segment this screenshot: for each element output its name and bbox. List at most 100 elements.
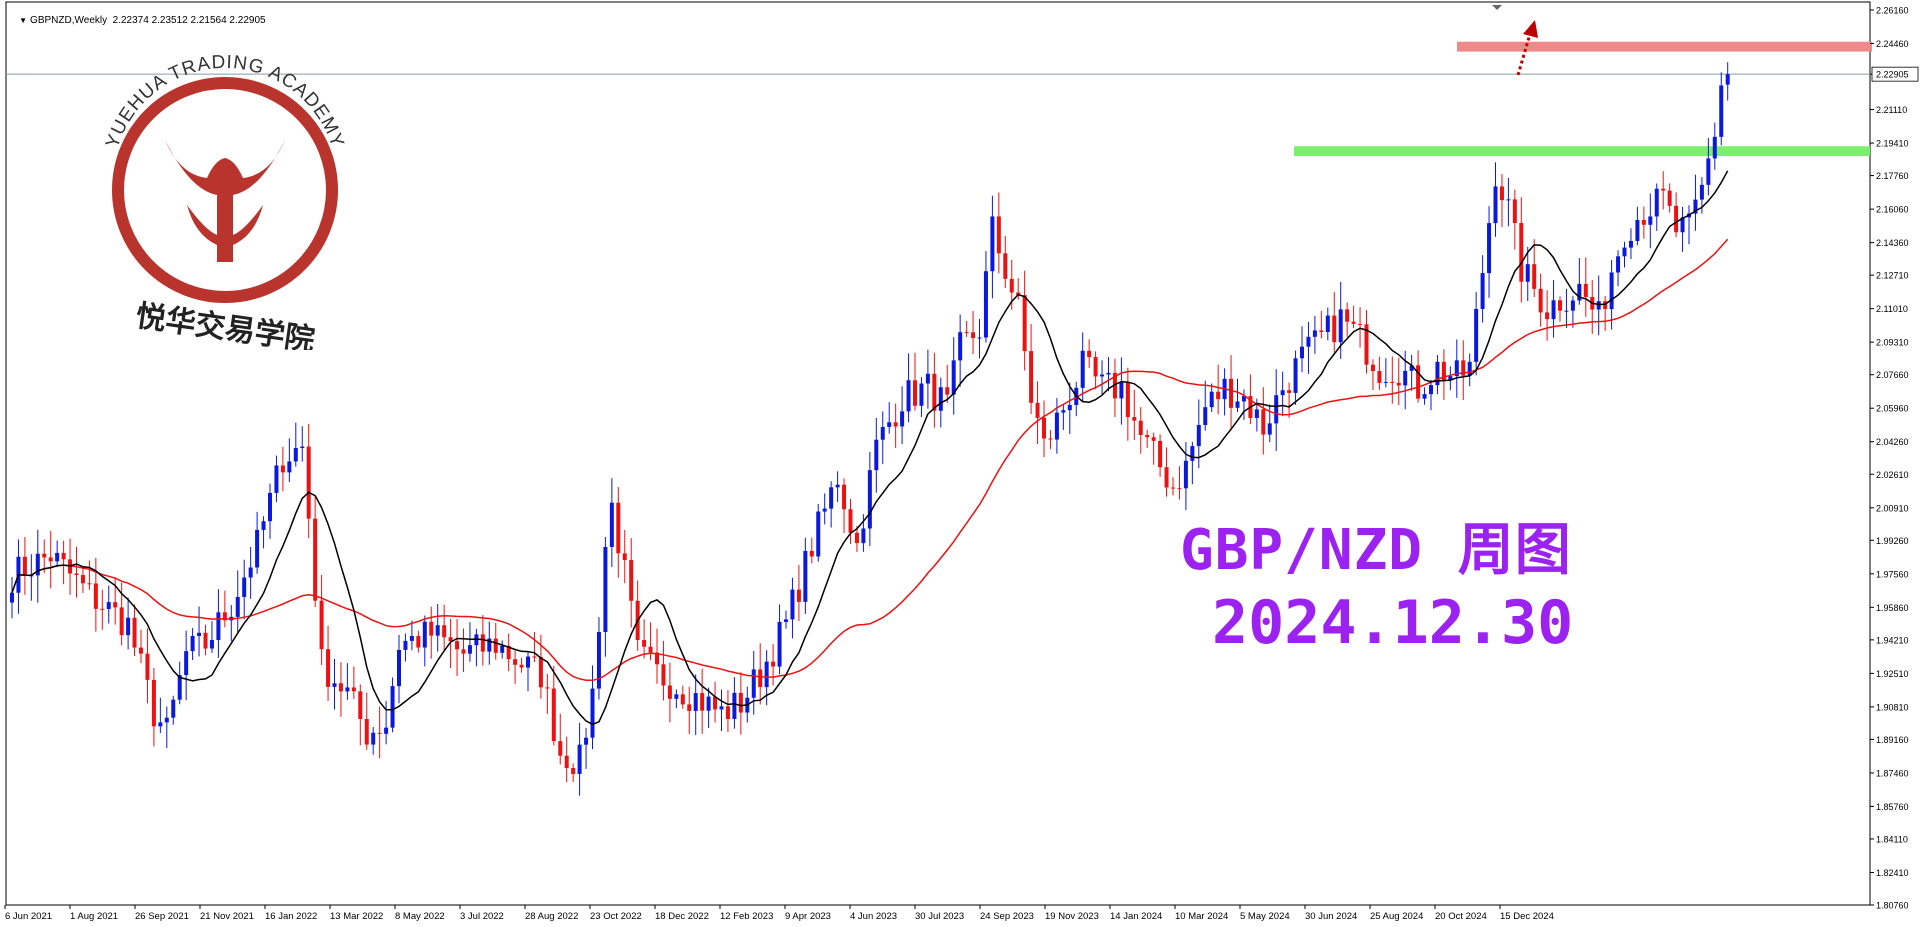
bear-candle: [1364, 324, 1369, 365]
bear-candle: [1087, 350, 1092, 358]
price-axis-label: 2.05960: [1876, 404, 1909, 414]
bear-candle: [796, 589, 801, 602]
bull-candle: [1274, 395, 1279, 424]
price-axis-label: 1.99260: [1876, 536, 1909, 546]
time-axis-label: 16 Jan 2022: [265, 911, 317, 922]
bear-candle: [113, 602, 118, 608]
bear-candle: [429, 621, 434, 636]
overlay-title: GBP/NZD 周图: [1180, 518, 1572, 583]
academy-logo: YUEHUA TRADING ACADEMY 悦华交易学院: [102, 52, 347, 350]
price-axis-label: 2.17760: [1876, 171, 1909, 181]
bull-candle: [861, 528, 866, 544]
bear-candle: [1171, 487, 1175, 489]
bull-candle: [1654, 188, 1659, 217]
bull-candle: [1267, 423, 1272, 435]
time-axis-label: 14 Jan 2024: [1110, 911, 1162, 922]
arrow-head-icon: [1523, 20, 1538, 38]
bear-candle: [842, 484, 847, 510]
bull-candle: [1306, 336, 1311, 347]
bull-candle: [1429, 385, 1433, 395]
bear-candle: [480, 634, 485, 652]
bear-candle: [1441, 361, 1446, 381]
price-axis-label: 1.85760: [1876, 802, 1909, 812]
bull-candle: [1493, 186, 1498, 224]
bull-candle: [1467, 361, 1472, 376]
bear-candle: [87, 583, 92, 585]
bear-candle: [1158, 440, 1163, 468]
bull-candle: [1706, 158, 1711, 185]
price-axis-label: 2.14360: [1876, 238, 1909, 248]
time-axis-label: 10 Mar 2024: [1175, 911, 1228, 922]
bull-candle: [900, 411, 905, 427]
bull-candle: [242, 577, 247, 597]
bear-candle: [280, 465, 285, 473]
bull-candle: [822, 508, 827, 512]
bull-candle: [526, 656, 530, 668]
bear-candle: [538, 656, 543, 688]
bear-candle: [616, 502, 621, 554]
bear-candle: [700, 693, 705, 711]
time-axis-label: 3 Jul 2022: [460, 911, 504, 922]
time-axis-label: 8 May 2022: [395, 911, 445, 922]
bull-candle: [261, 521, 266, 530]
bull-candle: [829, 487, 834, 509]
bear-candle: [93, 583, 98, 609]
bear-candle: [442, 625, 447, 638]
bull-candle: [1100, 374, 1105, 377]
time-axis-label: 18 Dec 2022: [655, 911, 709, 922]
plot-frame: [5, 1, 1871, 906]
bear-candle: [667, 685, 672, 699]
bull-candle: [1119, 382, 1124, 399]
bull-candle: [1422, 394, 1427, 399]
bear-candle: [1461, 360, 1466, 376]
bear-candle: [680, 694, 685, 705]
bull-candle: [1712, 136, 1717, 159]
bear-candle: [493, 638, 498, 653]
bear-candle: [1009, 278, 1014, 293]
bear-candle: [306, 446, 311, 519]
bull-candle: [590, 688, 595, 738]
bull-candle: [255, 529, 260, 568]
bull-candle: [435, 625, 440, 636]
bull-candle: [409, 636, 414, 641]
bear-candle: [74, 573, 79, 576]
time-axis-label: 15 Dec 2024: [1500, 911, 1554, 922]
bear-candle: [713, 696, 718, 710]
bull-candle: [1409, 365, 1414, 371]
time-axis-label: 1 Aug 2021: [70, 911, 118, 922]
symbol-ohlc-text: GBPNZD,Weekly 2.22374 2.23512 2.21564 2.…: [30, 15, 266, 26]
bull-candle: [1577, 283, 1582, 301]
price-axis-label: 2.19410: [1876, 139, 1909, 149]
bull-candle: [1293, 358, 1298, 393]
bull-candle: [1609, 272, 1614, 310]
bear-candle: [1583, 283, 1588, 298]
bull-candle: [719, 706, 724, 710]
bear-candle: [1029, 351, 1034, 403]
bear-candle: [687, 704, 692, 711]
bear-candle: [22, 556, 27, 576]
bull-candle: [403, 640, 408, 650]
bear-candle: [1003, 253, 1008, 279]
bull-candle: [390, 686, 395, 728]
bear-candle: [1229, 378, 1234, 408]
bull-candle: [164, 717, 169, 723]
bull-candle: [1067, 404, 1072, 411]
bull-candle: [887, 422, 892, 427]
bear-candle: [1358, 323, 1363, 325]
dropdown-triangle-icon[interactable]: ▼: [19, 16, 28, 25]
bear-candle: [893, 422, 898, 427]
bear-candle: [1377, 371, 1382, 383]
projection-arrow: [1516, 33, 1532, 76]
bull-candle: [1719, 85, 1724, 137]
bear-candle: [80, 575, 85, 584]
bull-candle: [197, 632, 202, 636]
time-axis-label: 26 Sep 2021: [135, 911, 189, 922]
price-axis-label: 2.02610: [1876, 470, 1909, 480]
bull-candle: [880, 426, 885, 440]
shift-marker-icon: [1492, 5, 1502, 10]
price-axis-label: 2.11010: [1876, 304, 1908, 314]
price-axis-label: 2.09310: [1876, 338, 1909, 348]
bull-candle: [1596, 301, 1601, 310]
